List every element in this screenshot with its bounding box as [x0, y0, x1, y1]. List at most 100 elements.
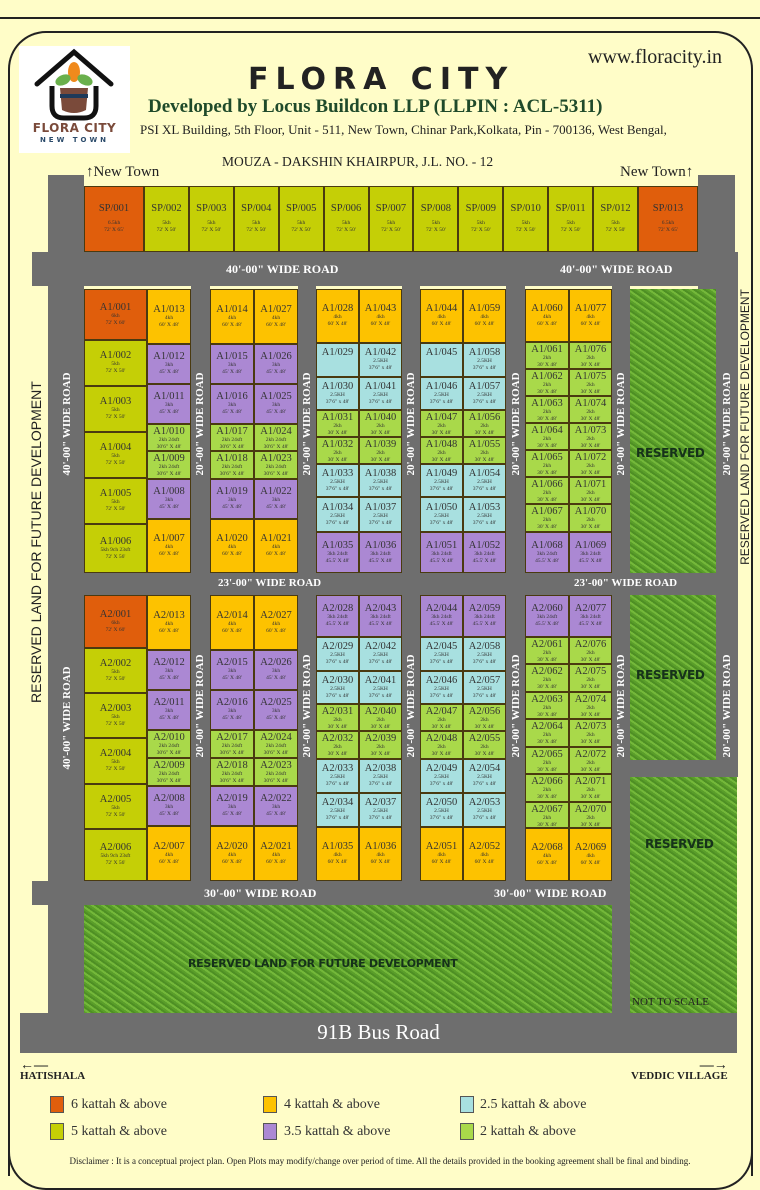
plot[interactable]: A1/010 2kh 24sft 30'6" X 48' — [147, 424, 191, 451]
plot[interactable]: A1/045 — [420, 343, 463, 377]
website-link[interactable]: www.floracity.in — [588, 46, 723, 68]
plot[interactable]: A2/049 2.5KH 37'6" x 48' — [420, 759, 463, 793]
plot[interactable]: A2/037 2.5KH 37'6" x 48' — [359, 793, 402, 827]
plot[interactable]: A2/040 2kh 30' X 48' — [359, 704, 402, 731]
plot[interactable]: A1/007 4kh 60' X 48' — [147, 519, 191, 573]
sp-plot[interactable]: SP/004 5kh 72' X 50' — [233, 186, 279, 252]
plot[interactable]: A2/057 2.5KH 37'6" x 48' — [463, 671, 506, 704]
plot[interactable]: A2/024 2kh 24sft 30'6" X 48' — [254, 730, 298, 758]
plot[interactable]: A1/032 2kh 30' X 48' — [316, 437, 359, 464]
plot[interactable]: A2/076 2kh 30' X 48' — [569, 637, 612, 664]
plot[interactable]: A2/016 3kh 45' X 48' — [210, 690, 254, 730]
plot[interactable]: A2/026 3kh 45' X 48' — [254, 650, 298, 690]
plot[interactable]: A2/074 2kh 30' X 48' — [569, 692, 612, 719]
plot[interactable]: A2/054 2.5KH 37'6" x 48' — [463, 759, 506, 793]
plot[interactable]: A1/059 4kh 60' X 48' — [463, 289, 506, 343]
plot[interactable]: A1/049 2.5KH 37'6" x 48' — [420, 464, 463, 497]
plot[interactable]: A1/076 2kh 30' X 48' — [569, 342, 612, 369]
plot[interactable]: A2/017 2kh 24sft 30'6" X 48' — [210, 730, 254, 758]
plot[interactable]: A2/021 4kh 60' X 48' — [254, 826, 298, 881]
plot[interactable]: A1/031 2kh 30' X 48' — [316, 410, 359, 437]
plot[interactable]: A2/064 2kh 30' X 48' — [525, 719, 569, 747]
plot[interactable]: A2/022 3kh 45' X 48' — [254, 786, 298, 826]
plot[interactable]: A2/075 2kh 30' X 48' — [569, 664, 612, 692]
plot[interactable]: A2/006 5kh 9ch 23sft 72' X 56' — [84, 829, 147, 881]
plot[interactable]: A2/068 4kh 60' X 48' — [525, 828, 569, 881]
plot[interactable]: A2/013 4kh 60' X 48' — [147, 595, 191, 650]
plot[interactable]: A1/048 2kh 30' X 48' — [420, 437, 463, 464]
sp-plot[interactable]: SP/005 5kh 72' X 50' — [278, 186, 324, 252]
plot[interactable]: A1/036 4kh 60' X 48' — [359, 827, 402, 881]
plot[interactable]: A1/051 3kh 24sft 45.5' X 48' — [420, 532, 463, 573]
plot[interactable]: A2/047 2kh 30' X 48' — [420, 704, 463, 731]
plot[interactable]: A2/065 2kh 30' X 48' — [525, 747, 569, 774]
plot[interactable]: A2/071 2kh 30' X 48' — [569, 774, 612, 802]
plot[interactable]: A2/004 5kh 72' X 50' — [84, 738, 147, 784]
plot[interactable]: A1/038 2.5KH 37'6" x 48' — [359, 464, 402, 497]
plot[interactable]: A1/060 4kh 60' X 48' — [525, 289, 569, 342]
plot[interactable]: A2/029 2.5KH 37'6" x 48' — [316, 637, 359, 671]
plot[interactable]: A2/014 4kh 60' X 48' — [210, 595, 254, 650]
plot[interactable]: A1/024 2kh 24sft 30'6" X 48' — [254, 424, 298, 451]
plot[interactable]: A1/035 4kh 60' X 48' — [316, 827, 359, 881]
plot[interactable]: A2/031 2kh 30' X 48' — [316, 704, 359, 731]
plot[interactable]: A1/062 2kh 30' X 48' — [525, 369, 569, 396]
plot[interactable]: A1/018 2kh 24sft 30'6" X 48' — [210, 451, 254, 479]
plot[interactable]: A1/042 2.5KH 37'6" x 48' — [359, 343, 402, 377]
plot[interactable]: A1/070 2kh 30' X 48' — [569, 504, 612, 532]
plot[interactable]: A2/069 4kh 60' X 48' — [569, 828, 612, 881]
sp-plot[interactable]: SP/008 5kh 72' X 50' — [413, 186, 459, 252]
plot[interactable]: A1/075 2kh 30' X 48' — [569, 369, 612, 396]
plot[interactable]: A1/019 3kh 45' X 48' — [210, 479, 254, 519]
plot[interactable]: A2/067 2kh 30' X 48' — [525, 802, 569, 828]
plot[interactable]: A1/039 2kh 30' X 48' — [359, 437, 402, 464]
plot[interactable]: A2/058 2.5KH 37'6" x 48' — [463, 637, 506, 671]
plot[interactable]: A1/002 5kh 72' X 50' — [84, 340, 147, 386]
plot[interactable]: A1/056 2kh 30' X 48' — [463, 410, 506, 437]
plot[interactable]: A2/015 3kh 45' X 48' — [210, 650, 254, 690]
plot[interactable]: A2/009 2kh 24sft 30'6" X 48' — [147, 758, 191, 786]
plot[interactable]: A1/041 2.5KH 37'6" x 48' — [359, 377, 402, 410]
plot[interactable]: A1/006 5kh 9ch 23sft 72' X 56' — [84, 524, 147, 573]
plot[interactable]: A2/053 2.5KH 37'6" x 48' — [463, 793, 506, 827]
plot[interactable]: A1/004 5kh 72' X 50' — [84, 432, 147, 478]
plot[interactable]: A2/003 5kh 72' X 50' — [84, 693, 147, 738]
plot[interactable]: A1/015 3kh 45' X 48' — [210, 344, 254, 384]
plot[interactable]: A1/053 2.5KH 37'6" x 48' — [463, 497, 506, 532]
plot[interactable]: A2/070 2kh 30' X 48' — [569, 802, 612, 828]
plot[interactable]: A1/068 3kh 24sft 45.5' X 48' — [525, 532, 569, 573]
plot[interactable]: A1/009 2kh 24sft 30'6" X 48' — [147, 451, 191, 479]
sp-plot[interactable]: SP/010 5kh 72' X 50' — [503, 186, 549, 252]
plot[interactable]: A1/074 2kh 30' X 48' — [569, 396, 612, 423]
plot[interactable]: A1/027 4kh 60' X 48' — [254, 289, 298, 344]
plot[interactable]: A1/012 3kh 45' X 48' — [147, 344, 191, 384]
sp-plot[interactable]: SP/006 5kh 72' X 50' — [323, 186, 369, 252]
plot[interactable]: A2/072 2kh 30' X 48' — [569, 747, 612, 774]
plot[interactable]: A1/037 2.5KH 37'6" x 48' — [359, 497, 402, 532]
plot[interactable]: A2/046 2.5KH 37'6" x 48' — [420, 671, 463, 704]
plot[interactable]: A2/033 2.5KH 37'6" x 48' — [316, 759, 359, 793]
plot[interactable]: A1/055 2kh 30' X 48' — [463, 437, 506, 464]
plot[interactable]: A2/059 3kh 24sft 45.5' X 48' — [463, 595, 506, 637]
plot[interactable]: A1/065 2kh 30' X 48' — [525, 450, 569, 477]
plot[interactable]: A1/020 4kh 60' X 48' — [210, 519, 254, 573]
plot[interactable]: A1/001 6kh 72' X 60' — [84, 289, 147, 340]
plot[interactable]: A2/005 5kh 72' X 50' — [84, 784, 147, 829]
plot[interactable]: A2/001 6kh 72' X 60' — [84, 595, 147, 648]
sp-plot[interactable]: SP/002 5kh 72' X 50' — [144, 186, 189, 252]
plot[interactable]: A2/030 2.5KH 37'6" x 48' — [316, 671, 359, 704]
plot[interactable]: A2/023 2kh 24sft 30'6" X 48' — [254, 758, 298, 786]
plot[interactable]: A1/072 2kh 30' X 48' — [569, 450, 612, 477]
plot[interactable]: A2/041 2.5KH 37'6" x 48' — [359, 671, 402, 704]
plot[interactable]: A1/058 2.5KH 37'6" x 48' — [463, 343, 506, 377]
plot[interactable]: A1/067 2kh 30' X 48' — [525, 504, 569, 532]
plot[interactable]: A2/061 2kh 30' X 48' — [525, 637, 569, 664]
plot[interactable]: A2/062 2kh 30' X 48' — [525, 664, 569, 692]
plot[interactable]: A1/066 2kh 30' X 48' — [525, 477, 569, 504]
plot[interactable]: A1/073 2kh 30' X 48' — [569, 423, 612, 450]
plot[interactable]: A1/077 4kh 60' X 48' — [569, 289, 612, 342]
plot[interactable]: A2/056 2kh 30' X 48' — [463, 704, 506, 731]
plot[interactable]: A1/071 2kh 30' X 48' — [569, 477, 612, 504]
plot[interactable]: A2/052 4kh 60' X 48' — [463, 827, 506, 881]
plot[interactable]: A1/069 3kh 24sft 45.5' X 48' — [569, 532, 612, 573]
